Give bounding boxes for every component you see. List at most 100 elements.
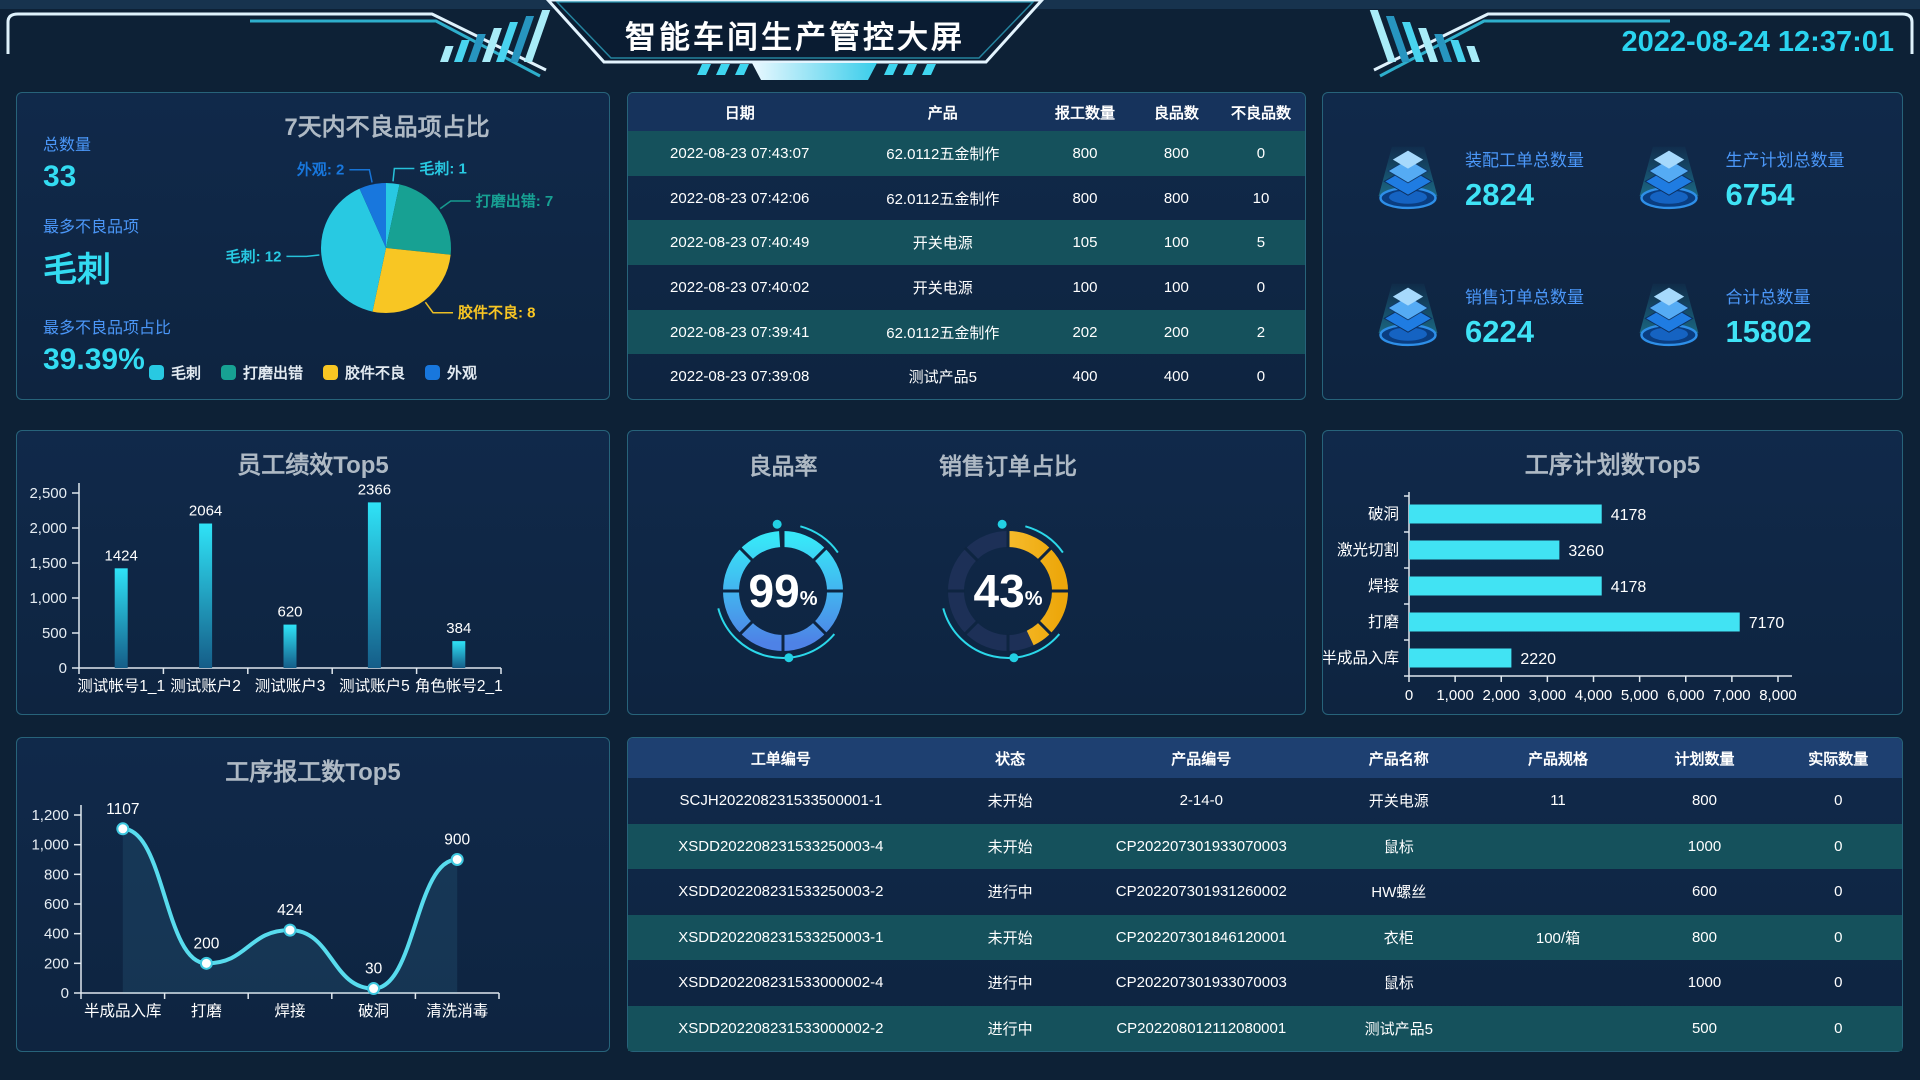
table-cell: 2022-08-23 07:43:07 — [670, 144, 810, 162]
table-cell: 进行中 — [987, 975, 1033, 993]
header-stripe — [1466, 46, 1480, 62]
y-tick-label: 1,000 — [31, 837, 69, 854]
report-table-panel: 日期 产品 报工数量 良品数 不良品数 2022-08-23 07:43:07 62.011… — [627, 92, 1306, 400]
stat-card-value: 6754 — [1725, 177, 1795, 212]
table-cell: 10 — [1252, 189, 1270, 207]
table-row: XSDD202208231533250003-1 未开始 CP20220730184… — [628, 914, 1902, 960]
table-header-cell: 产品 — [927, 104, 958, 122]
line-area — [122, 828, 458, 993]
table-row: 2022-08-23 07:39:41 62.0112五金制作 202 200 2 — [628, 309, 1305, 355]
pie-label-line — [349, 168, 373, 183]
report-table: 日期 产品 报工数量 良品数 不良品数 2022-08-23 07:43:07 62.011… — [628, 93, 1305, 399]
x-tick-label: 3,000 — [1529, 687, 1567, 704]
line-point — [283, 923, 297, 937]
line-point — [367, 982, 381, 996]
hbar-value-label: 4178 — [1611, 507, 1647, 524]
table-cell: 800 — [1163, 144, 1189, 162]
gauges-panel: 良品率 销售订单占比 99% 43% — [627, 430, 1306, 715]
table-cell: CP202207301933070003 — [1115, 974, 1287, 992]
table-row: 2022-08-23 07:40:49 开关电源 105 100 5 — [628, 220, 1305, 266]
table-cell: CP202207301933070003 — [1115, 837, 1287, 855]
defect-pie-legend: 毛刺 打磨出错 胶件不良 外观 — [17, 362, 609, 383]
pie-label: 毛刺: 1 — [419, 159, 467, 177]
x-category-label: 打磨 — [191, 1002, 222, 1020]
plan-panel: 工序计划数Top5 0 1,000 2,000 3,000 4,000 5,000 6,00… — [1322, 430, 1903, 715]
table-cell: 5 — [1256, 234, 1266, 252]
table-header-cell: 实际数量 — [1808, 750, 1869, 768]
stat-value: 33 — [43, 160, 77, 193]
plan-panel-title: 工序计划数Top5 — [1524, 452, 1701, 479]
line-point — [116, 822, 130, 836]
pie-label-line — [439, 200, 471, 210]
bar-value-label: 2064 — [189, 503, 222, 520]
stat-card-value: 15802 — [1725, 314, 1812, 349]
bar — [283, 624, 297, 668]
table-cell: 未开始 — [987, 793, 1033, 811]
table-header-row: 日期 产品 报工数量 良品数 不良品数 — [628, 93, 1305, 131]
table-cell: 2-14-0 — [1179, 792, 1223, 810]
pie-slice — [321, 188, 386, 312]
sales-gauge-title: 销售订单占比 — [939, 453, 1077, 479]
header-stripe — [468, 34, 486, 62]
x-tick-label: 1,000 — [1436, 687, 1474, 704]
table-cell: 600 — [1691, 883, 1717, 901]
process-report-title: 工序报工数Top5 — [225, 759, 401, 786]
pie-label-line — [424, 301, 454, 314]
table-cell: 800 — [1163, 189, 1189, 207]
table-cell: 开关电源 — [912, 235, 973, 253]
defect-panel-title: 7天内不良品项占比 — [284, 114, 490, 141]
table-cell: 100/箱 — [1535, 929, 1581, 947]
stat-label: 总数量 — [43, 137, 92, 154]
legend-swatch — [220, 365, 236, 380]
table-cell: 62.0112五金制作 — [886, 324, 1000, 342]
header-stripe — [454, 40, 470, 62]
y-category-label: 破洞 — [1368, 505, 1399, 523]
pie-slice — [359, 183, 386, 248]
table-cell: CP202207301931260002 — [1115, 883, 1287, 901]
table-cell: 0 — [1256, 368, 1266, 386]
table-cell: 62.0112五金制作 — [886, 145, 1000, 163]
x-category-label: 测试账户3 — [255, 677, 326, 695]
table-cell: 1000 — [1687, 837, 1722, 855]
bar — [114, 568, 128, 668]
header-stripe — [1385, 16, 1410, 62]
x-tick-label: 4,000 — [1575, 687, 1613, 704]
bar — [367, 502, 381, 668]
y-tick-label: 400 — [44, 926, 69, 943]
layers-icon — [1378, 283, 1438, 346]
header-stripe — [524, 10, 551, 62]
gauge-decor-arc — [717, 608, 836, 659]
y-category-label: 激光切割 — [1337, 541, 1399, 559]
line-point — [450, 853, 464, 866]
process-report-line-chart: 0 200 400 600 800 1,000 1,200 1107 半成品入库 200 打磨 424… — [31, 801, 500, 1020]
table-cell: 0 — [1834, 974, 1843, 992]
pie-label: 胶件不良: 8 — [458, 304, 536, 322]
gauge-dot — [997, 519, 1007, 529]
x-category-label: 破洞 — [358, 1002, 389, 1020]
y-tick-label: 600 — [44, 896, 69, 913]
x-category-label: 角色帐号2_1 — [415, 677, 503, 695]
y-tick-label: 0 — [61, 985, 69, 1002]
y-tick-label: 2,500 — [29, 485, 67, 502]
table-cell: 2022-08-23 07:40:49 — [670, 234, 810, 252]
table-cell: 100 — [1163, 234, 1189, 252]
y-tick-label: 2,000 — [29, 520, 67, 537]
table-cell: 202 — [1072, 323, 1098, 341]
table-cell: 衣柜 — [1383, 929, 1414, 947]
stat-card: 生产计划总数量 6754 — [1632, 111, 1893, 248]
legend-item: 胶件不良 — [323, 362, 405, 383]
table-cell: 500 — [1691, 1019, 1717, 1037]
hbar — [1409, 504, 1602, 524]
table-cell: 开关电源 — [1368, 793, 1429, 811]
table-cell: 400 — [1072, 368, 1098, 386]
stat-card: 销售订单总数量 6224 — [1371, 248, 1632, 385]
stat-card-label: 合计总数量 — [1725, 288, 1811, 307]
pie-slice — [386, 183, 400, 248]
y-tick-label: 0 — [59, 660, 67, 677]
gauge-dot — [772, 519, 782, 529]
header-stripe — [1402, 22, 1424, 62]
table-row: XSDD202208231533000002-2 进行中 CP20220801211… — [628, 1005, 1902, 1051]
table-cell: 2022-08-23 07:42:06 — [670, 189, 810, 207]
performance-panel-title: 员工绩效Top5 — [237, 452, 389, 479]
point-value-label: 200 — [193, 935, 219, 952]
